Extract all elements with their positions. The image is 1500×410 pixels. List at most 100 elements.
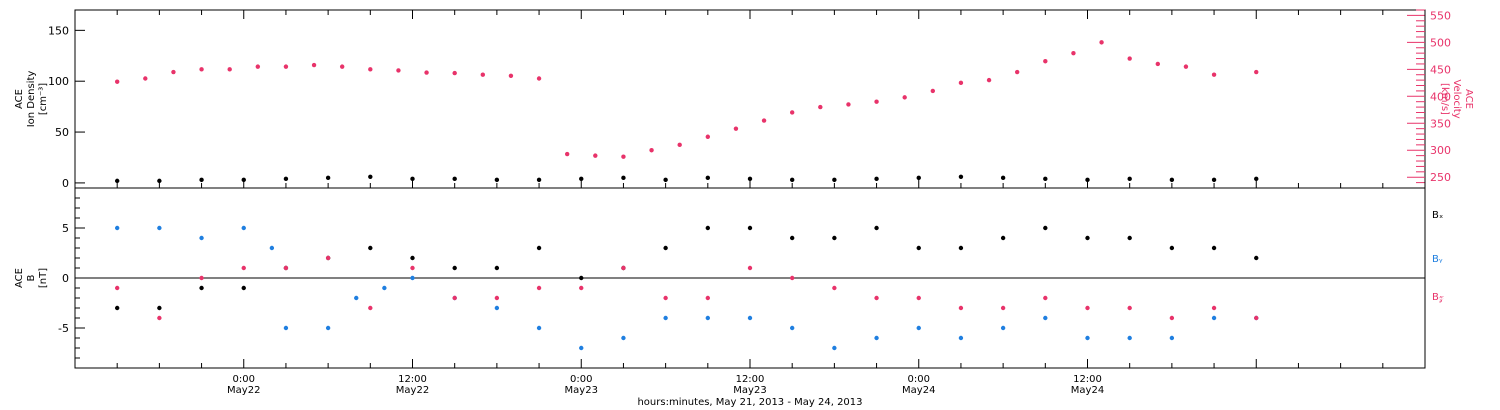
x-tick-date-0: May22 [227,385,260,396]
top-series-1-point-24 [789,110,795,115]
top-series-0-point-10 [536,177,542,183]
top-series-1-point-38 [1183,64,1189,69]
density-tick-label-1: 50 [55,126,69,139]
b-series-1-point-24 [1043,315,1048,321]
b-series-0-point-6 [368,245,373,251]
top-series-0-point-5 [325,175,331,181]
top-panel-frame [74,9,1426,189]
top-series-1-point-17 [593,153,598,158]
density-title-line3: [cm⁻³] [38,83,49,115]
velocity-tick-label-5: 500 [1430,36,1451,49]
top-series-0-point-7 [410,176,415,182]
top-series-1-point-25 [818,104,823,110]
x-axis-label: hours:minutes, May 21, 2013 - May 24, 20… [637,397,862,408]
density-tick-label-0: 0 [62,177,69,190]
top-series-1-point-23 [761,118,767,123]
b-series-0-point-26 [1211,245,1217,251]
b-series-1-point-12 [536,325,542,331]
velocity-tick-label-2: 350 [1430,117,1451,130]
top-series-1-point-8 [339,64,345,69]
top-series-1-point-16 [564,151,570,157]
b-series-1-point-17 [747,315,753,321]
x-tick-time-3: 12:00 [736,374,765,385]
b-series-2-point-22 [1043,295,1048,301]
top-series-1-point-27 [874,99,879,104]
b-series-2-point-13 [663,295,668,301]
b-series-1-point-15 [663,315,668,321]
b-series-0-point-14 [705,225,711,231]
top-series-1-point-13 [480,72,486,77]
top-series-1-point-33 [1043,59,1048,64]
top-series-1-point-3 [199,67,204,72]
b-series-0-point-27 [1254,255,1259,261]
velocity-tick-label-1: 300 [1430,144,1451,157]
b-series-0-point-9 [494,265,500,271]
b-series-0-point-2 [199,285,204,291]
density-title-line1: ACE [14,89,25,109]
b-series-1-point-3 [241,225,246,231]
b-series-0-point-8 [452,265,457,271]
top-series-0-point-12 [621,175,626,181]
b-series-1-point-8 [382,285,387,291]
top-series-1-point-6 [283,64,289,69]
top-series-1-point-5 [255,64,261,69]
b-series-2-point-2 [199,275,204,281]
b-series-2-point-20 [958,305,964,311]
b-series-1-point-7 [354,295,359,301]
b-series-2-point-5 [325,255,331,261]
b-series-1-point-28 [1211,315,1217,321]
b-series-2-point-24 [1127,305,1132,311]
b-series-1-point-23 [1000,325,1006,331]
b-series-2-point-10 [536,285,542,291]
top-series-0-point-18 [874,176,879,182]
top-series-0-point-15 [747,176,753,182]
b-series-0-point-11 [579,275,584,281]
b-series-1-point-18 [789,325,795,331]
b-series-0-point-25 [1169,245,1175,251]
b-series-1-point-4 [269,245,275,251]
b-series-1-point-27 [1169,335,1175,341]
top-series-1-point-22 [733,126,739,131]
b-tick-label-0: -5 [58,322,69,335]
top-series-1-point-39 [1211,72,1217,77]
b-series-2-point-12 [621,265,626,271]
top-series-1-point-2 [171,69,176,75]
b-series-0-point-1 [157,305,162,311]
b-series-2-point-19 [916,295,921,301]
x-tick-date-5: May24 [1071,385,1104,396]
b-series-1-point-20 [874,335,879,341]
top-series-0-point-14 [705,175,711,181]
velocity-tick-label-3: 400 [1430,90,1451,103]
top-series-1-point-4 [227,67,232,72]
x-axis: 0:00May2212:00May220:00May2312:00May230:… [74,10,1426,396]
top-series-1-point-31 [986,77,992,83]
b-tick-label-1: 0 [62,272,69,285]
b-series-1-point-13 [579,345,584,351]
b-series-2-point-6 [368,305,373,311]
b-series-2-point-17 [832,285,837,291]
top-series-0-point-24 [1127,176,1132,182]
b-series-0-point-20 [958,245,964,251]
top-series-1-point-9 [368,67,373,72]
top-series-0-point-13 [663,177,668,183]
b-series-0-point-18 [874,225,879,231]
b-series-0-point-16 [789,235,795,241]
top-series-0-point-27 [1254,176,1259,182]
b-axis-title: ACE B [nT] [14,268,49,288]
b-series-1-point-22 [958,335,964,341]
top-panel: 0 50 100 150 250 300 350 400 450 500 550 ACE Ion … [14,9,1474,190]
velocity-tick-label-0: 250 [1430,171,1451,184]
b-series-0-point-23 [1085,235,1090,241]
b-series-1-point-5 [283,325,289,331]
x-tick-time-4: 0:00 [908,374,930,385]
top-series-0-point-22 [1043,176,1048,182]
b-series-1-point-16 [705,315,711,321]
x-tick-date-2: May23 [565,385,598,396]
b-series-2-point-18 [874,295,879,301]
b-series-1-point-26 [1127,335,1132,341]
x-tick-time-5: 12:00 [1073,374,1102,385]
b-series-2-point-8 [452,295,457,301]
top-series-0-point-26 [1211,177,1217,183]
legend-by: Bᵧ [1432,254,1443,265]
